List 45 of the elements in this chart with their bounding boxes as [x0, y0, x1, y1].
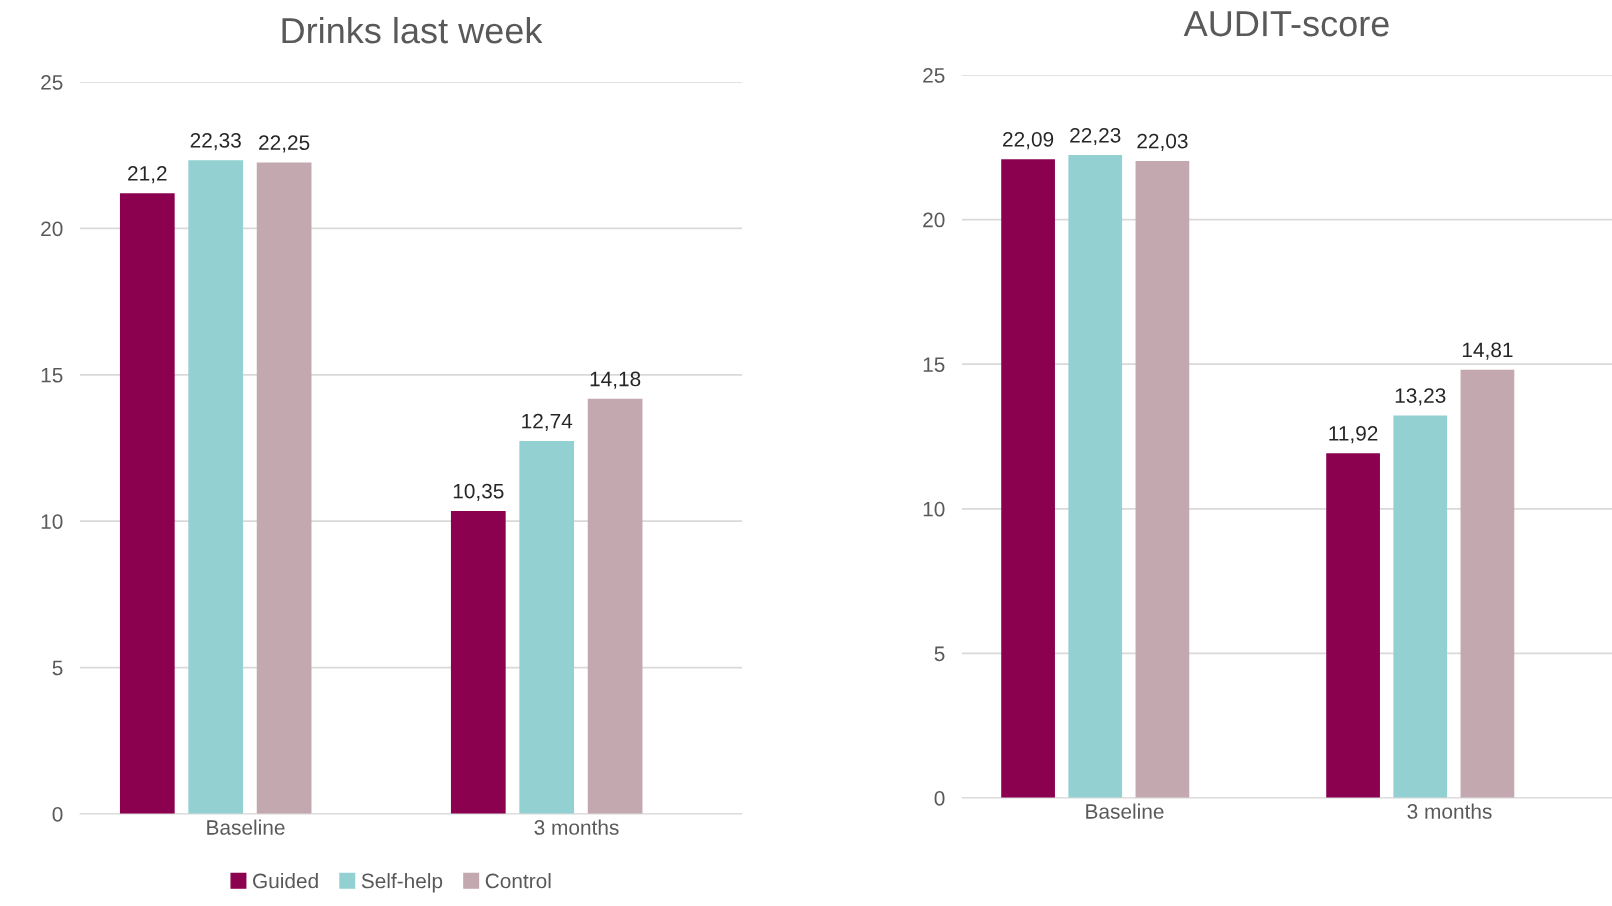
- legend-label: Guided: [253, 873, 318, 889]
- y-tick-label: 5: [934, 646, 945, 662]
- chart-title: Drinks last week: [282, 16, 543, 44]
- data-label: 22,25: [259, 135, 310, 153]
- y-tick-label: 25: [923, 68, 945, 83]
- data-label: 10,35: [453, 483, 504, 501]
- bar: [119, 193, 175, 814]
- data-label: 11,92: [1329, 426, 1378, 444]
- y-tick-label: 0: [934, 791, 945, 806]
- data-label: 13,23: [1395, 388, 1446, 406]
- x-tick-label: Baseline: [1086, 803, 1164, 819]
- y-tick-label: 10: [923, 501, 945, 517]
- x-tick-label: Baseline: [207, 819, 285, 835]
- data-label: 14,18: [590, 371, 641, 389]
- bar: [1001, 159, 1055, 798]
- bar: [256, 162, 312, 814]
- chart-title: AUDIT-score: [1183, 11, 1389, 37]
- data-label: 22,03: [1137, 133, 1188, 151]
- data-label: 12,74: [522, 413, 573, 431]
- data-label: 22,23: [1070, 127, 1121, 146]
- data-label: 22,33: [190, 132, 241, 151]
- legend-label: Control: [485, 873, 551, 889]
- data-label: 14,81: [1462, 342, 1513, 360]
- bar: [1135, 160, 1190, 798]
- y-tick-label: 15: [923, 357, 945, 372]
- bar: [519, 440, 575, 814]
- data-label: 21,2: [128, 166, 167, 184]
- legend-label: Self-help: [361, 873, 443, 893]
- data-label: 22,09: [1003, 131, 1054, 150]
- bar: [1326, 453, 1380, 798]
- bar: [450, 510, 506, 814]
- bar: [587, 398, 643, 814]
- y-tick-label: 10: [41, 514, 63, 529]
- bar: [188, 160, 244, 814]
- bar: [1393, 415, 1448, 798]
- y-tick-label: 25: [41, 75, 63, 90]
- y-tick-label: 5: [52, 660, 63, 676]
- bar: [1068, 155, 1123, 798]
- x-tick-label: 3 months: [534, 819, 619, 835]
- y-tick-label: 20: [41, 221, 63, 237]
- y-tick-label: 15: [41, 368, 63, 383]
- y-tick-label: 0: [52, 807, 63, 822]
- x-tick-label: 3 months: [1407, 803, 1492, 819]
- bar: [1460, 369, 1515, 798]
- y-tick-label: 20: [923, 212, 945, 228]
